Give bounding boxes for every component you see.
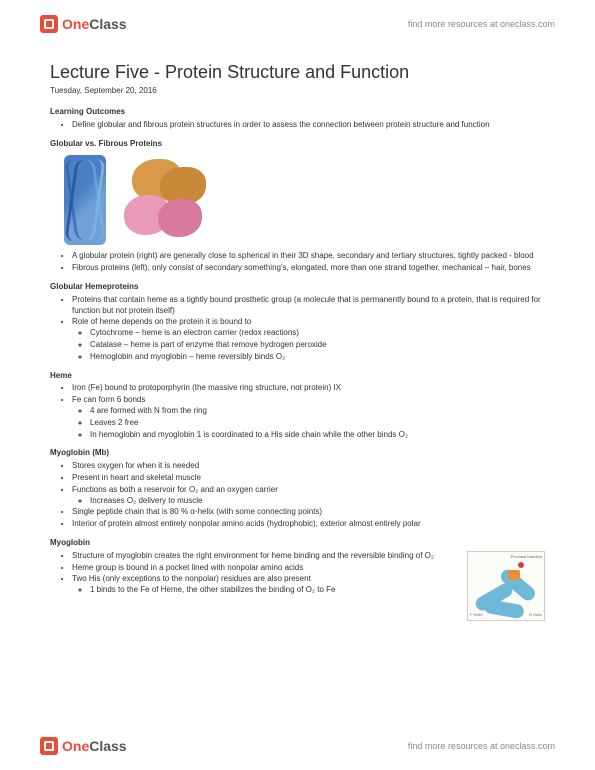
list-item: Single peptide chain that is 80 % α-heli…	[72, 507, 545, 518]
list-heme: Iron (Fe) bound to protoporphyrin (the m…	[50, 383, 545, 440]
page-footer: OneClass find more resources at oneclass…	[0, 730, 595, 762]
list-item-text: Two His (only exceptions to the nonpolar…	[72, 574, 311, 583]
sublist: Increases O₂ delivery to muscle	[72, 496, 545, 507]
list-learning-outcomes: Define globular and fibrous protein stru…	[50, 120, 545, 131]
list-item-text: Functions as both a reservoir for O₂ and…	[72, 485, 278, 494]
heading-hemeproteins: Globular Hemeproteins	[50, 282, 545, 293]
heading-heme: Heme	[50, 371, 545, 382]
sublist: 4 are formed with N from the ring Leaves…	[72, 406, 545, 440]
list-item: Increases O₂ delivery to muscle	[90, 496, 545, 507]
figure-label: E Helix	[529, 612, 542, 617]
heading-myoglobin: Myoglobin	[50, 538, 545, 549]
list-item: Present in heart and skeletal muscle	[72, 473, 545, 484]
header-tagline: find more resources at oneclass.com	[408, 19, 555, 29]
list-item: Hemoglobin and myoglobin – heme reversib…	[90, 352, 545, 363]
list-item: Proteins that contain heme as a tightly …	[72, 295, 545, 317]
brand-logo-footer: OneClass	[40, 737, 127, 755]
list-item: Role of heme depends on the protein it i…	[72, 317, 545, 362]
list-item: 4 are formed with N from the ring	[90, 406, 545, 417]
figure-globular-protein	[112, 155, 222, 245]
logo-icon	[40, 737, 58, 755]
list-item: Leaves 2 free	[90, 418, 545, 429]
list-item: Define globular and fibrous protein stru…	[72, 120, 545, 131]
logo-text-one: One	[62, 16, 89, 32]
list-item: Stores oxygen for when it is needed	[72, 461, 545, 472]
list-item: Cytochrome – heme is an electron carrier…	[90, 328, 545, 339]
list-item: Heme group is bound in a pocket lined wi…	[72, 563, 459, 574]
globular-subunit	[158, 199, 202, 237]
heading-globular-fibrous: Globular vs. Fibrous Proteins	[50, 139, 545, 150]
list-item: A globular protein (right) are generally…	[72, 251, 545, 262]
figure-helix	[483, 598, 525, 619]
list-item: 1 binds to the Fe of Heme, the other sta…	[90, 585, 459, 596]
logo-text-class: Class	[89, 738, 126, 754]
myoglobin-section: Structure of myoglobin creates the right…	[50, 551, 545, 621]
list-item: Iron (Fe) bound to protoporphyrin (the m…	[72, 383, 545, 394]
list-item: Fibrous proteins (left), only consist of…	[72, 263, 545, 274]
figure-fibrous-protein	[64, 155, 106, 245]
figure-myoglobin-heme: F Helix E Helix Proximal histidine	[467, 551, 545, 621]
myoglobin-text: Structure of myoglobin creates the right…	[50, 551, 459, 597]
heading-myoglobin-mb: Myoglobin (Mb)	[50, 448, 545, 459]
sublist: 1 binds to the Fe of Heme, the other sta…	[72, 585, 459, 596]
logo-text-one: One	[62, 738, 89, 754]
document-body: Lecture Five - Protein Structure and Fun…	[50, 60, 545, 720]
footer-tagline: find more resources at oneclass.com	[408, 741, 555, 751]
list-myoglobin: Structure of myoglobin creates the right…	[50, 551, 459, 596]
logo-icon	[40, 15, 58, 33]
list-myoglobin-mb: Stores oxygen for when it is needed Pres…	[50, 461, 545, 530]
list-item: Functions as both a reservoir for O₂ and…	[72, 485, 545, 507]
list-item: Interior of protein almost entirely nonp…	[72, 519, 545, 530]
figure-oxygen	[518, 562, 524, 568]
list-item: Two His (only exceptions to the nonpolar…	[72, 574, 459, 596]
brand-logo: OneClass	[40, 15, 127, 33]
list-item: In hemoglobin and myoglobin 1 is coordin…	[90, 430, 545, 441]
figure-label: Proximal histidine	[511, 554, 542, 559]
list-item-text: Role of heme depends on the protein it i…	[72, 317, 251, 326]
figure-label: F Helix	[470, 612, 482, 617]
list-hemeproteins: Proteins that contain heme as a tightly …	[50, 295, 545, 363]
list-item: Structure of myoglobin creates the right…	[72, 551, 459, 562]
sublist: Cytochrome – heme is an electron carrier…	[72, 328, 545, 362]
figure-heme-group	[508, 570, 520, 580]
figure-protein-comparison	[64, 155, 545, 245]
logo-text-class: Class	[89, 16, 126, 32]
list-globular-fibrous: A globular protein (right) are generally…	[50, 251, 545, 274]
page-title: Lecture Five - Protein Structure and Fun…	[50, 60, 545, 84]
list-item-text: Fe can form 6 bonds	[72, 395, 145, 404]
list-item: Catalase – heme is part of enzyme that r…	[90, 340, 545, 351]
heading-learning-outcomes: Learning Outcomes	[50, 107, 545, 118]
page-header: OneClass find more resources at oneclass…	[0, 8, 595, 40]
list-item: Fe can form 6 bonds 4 are formed with N …	[72, 395, 545, 440]
lecture-date: Tuesday, September 20, 2016	[50, 86, 545, 97]
